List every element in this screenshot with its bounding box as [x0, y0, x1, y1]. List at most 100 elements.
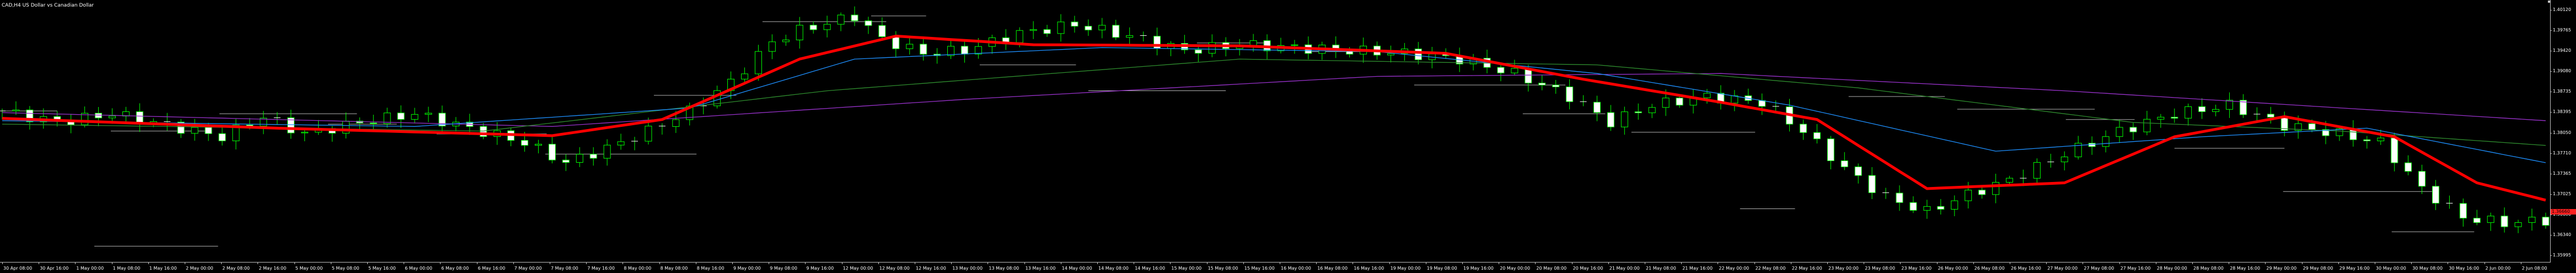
time-label: 26 May 00:00 — [1938, 266, 1968, 271]
candle — [1126, 27, 1134, 46]
candle — [2473, 210, 2481, 226]
candle — [1951, 195, 1958, 216]
candle — [796, 17, 803, 49]
candle — [1717, 85, 1725, 110]
time-axis-line — [0, 262, 2550, 263]
candle — [95, 106, 103, 126]
time-tick — [1936, 262, 1938, 264]
candle — [425, 106, 432, 122]
time-tick — [659, 262, 660, 264]
candle — [2129, 122, 2137, 140]
time-axis[interactable]: 30 Apr 08:00 30 Apr 16:00 1 May 00:00 1 May… — [0, 262, 2550, 273]
time-label: 20 May 08:00 — [1536, 266, 1567, 271]
candle — [2459, 198, 2467, 227]
time-label: 12 May 08:00 — [879, 266, 910, 271]
time-label: 28 May 00:00 — [2156, 266, 2187, 271]
candle — [1593, 95, 1601, 121]
current-price-label: 1.36660 — [2551, 208, 2576, 215]
candle — [576, 147, 583, 167]
candle — [273, 112, 281, 125]
time-tick — [951, 262, 952, 264]
candle — [2060, 151, 2068, 170]
time-tick — [1024, 262, 1025, 264]
plot-area[interactable]: CAD,H4 US Dollar vs Canadian Dollar — [0, 0, 2550, 262]
candle — [1043, 25, 1051, 37]
candle — [2446, 195, 2453, 209]
time-label: 30 Apr 08:00 — [3, 266, 33, 271]
candle — [411, 108, 418, 124]
time-tick — [1389, 262, 1390, 264]
candle — [782, 34, 790, 46]
candle — [1868, 167, 1876, 199]
candle — [658, 123, 666, 135]
candle — [1731, 90, 1738, 111]
candle — [2212, 104, 2220, 116]
candle — [1194, 46, 1202, 62]
time-label: 5 May 16:00 — [368, 266, 396, 271]
time-tick — [1243, 262, 1244, 264]
price-label: 1.40120 — [2553, 7, 2572, 12]
time-label: 21 May 08:00 — [1646, 266, 1676, 271]
price-axis[interactable]: 1.40120 1.39765 1.39420 1.39080 1.38735 1.383… — [2550, 0, 2576, 262]
candle — [768, 34, 776, 60]
candle — [507, 128, 515, 147]
candle — [1620, 106, 1628, 135]
candle — [740, 67, 748, 84]
candle — [933, 48, 941, 64]
candle — [1249, 34, 1257, 52]
candle — [218, 126, 226, 146]
time-label: 27 May 08:00 — [2084, 266, 2115, 271]
candle — [960, 41, 968, 63]
time-label: 22 May 00:00 — [1719, 266, 1749, 271]
candle — [191, 119, 198, 141]
time-label: 20 May 00:00 — [1500, 266, 1531, 271]
candle — [2088, 136, 2096, 155]
time-label: 21 May 00:00 — [1609, 266, 1640, 271]
violet-moving-average — [2, 73, 2546, 127]
candle — [122, 106, 130, 122]
candle — [1085, 19, 1092, 36]
candle — [562, 154, 570, 172]
candle — [2116, 119, 2123, 143]
resize-handle[interactable] — [2548, 1, 2550, 3]
time-label: 5 May 00:00 — [295, 266, 323, 271]
time-label: 5 May 08:00 — [331, 266, 359, 271]
candle — [2074, 136, 2082, 160]
price-tick — [2550, 30, 2552, 31]
candle — [81, 106, 89, 128]
price-tick — [2550, 194, 2552, 195]
time-tick — [1973, 262, 1974, 264]
candle — [878, 17, 886, 40]
time-label: 30 May 16:00 — [2449, 266, 2480, 271]
candle — [2171, 108, 2178, 123]
candle — [2418, 164, 2426, 194]
candle — [1689, 89, 1697, 114]
time-tick — [1097, 262, 1098, 264]
time-label: 23 May 16:00 — [1901, 266, 1932, 271]
candle — [809, 21, 817, 34]
price-chart[interactable] — [0, 0, 2550, 262]
time-tick — [2119, 262, 2120, 264]
candle — [1332, 36, 1340, 58]
chart-title: CAD,H4 US Dollar vs Canadian Dollar — [2, 3, 94, 8]
time-tick — [148, 262, 149, 264]
time-tick — [586, 262, 587, 264]
time-label: 2 May 16:00 — [259, 266, 287, 271]
candle — [1827, 136, 1834, 170]
candle — [589, 147, 597, 166]
time-label: 2 May 08:00 — [222, 266, 250, 271]
time-label: 7 May 16:00 — [587, 266, 615, 271]
candle — [534, 140, 542, 154]
time-label: 21 May 16:00 — [1682, 266, 1713, 271]
price-tick — [2550, 153, 2552, 154]
price-label: 1.36340 — [2553, 232, 2572, 237]
candle — [1277, 38, 1285, 53]
candle — [260, 111, 267, 135]
candle — [2336, 126, 2343, 141]
time-label: 12 May 16:00 — [916, 266, 946, 271]
candle — [1153, 28, 1161, 56]
time-label: 22 May 08:00 — [1755, 266, 1786, 271]
time-label: 1 May 16:00 — [149, 266, 177, 271]
candle — [1978, 186, 1986, 199]
